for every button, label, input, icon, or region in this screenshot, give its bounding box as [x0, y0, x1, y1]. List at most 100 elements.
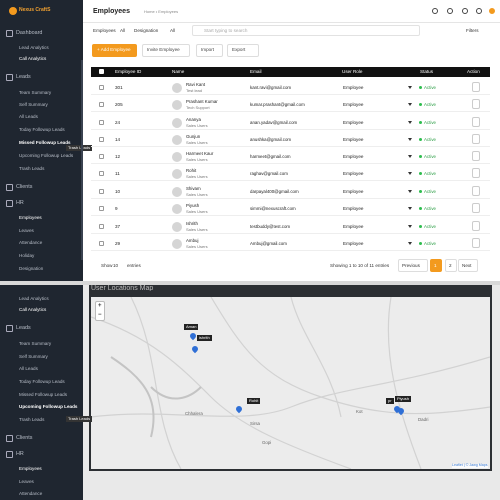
action-button[interactable] — [472, 203, 480, 213]
menu-item[interactable]: Lead Analytics — [19, 45, 49, 50]
menu-section[interactable]: Clients — [16, 435, 33, 441]
menu-item[interactable]: Leaves — [19, 479, 34, 484]
header-icon[interactable] — [432, 8, 438, 14]
menu-section[interactable]: HR — [16, 451, 24, 457]
cell-email: anan.yadav@gmail.com — [250, 120, 298, 125]
menu-item[interactable]: Today Followup Leads — [19, 379, 65, 384]
menu-item[interactable]: Call Analytics — [19, 56, 47, 61]
cell-role[interactable]: Employee — [343, 206, 364, 211]
cell-role[interactable]: Employee — [343, 224, 364, 229]
menu-item[interactable]: Self Summary — [19, 102, 48, 107]
checkbox[interactable] — [99, 120, 104, 125]
checkbox[interactable] — [99, 85, 104, 90]
cell-role[interactable]: Employee — [343, 120, 364, 125]
cell-role[interactable]: Employee — [343, 154, 364, 159]
menu-item[interactable]: Today Followup Leads — [19, 127, 65, 132]
checkbox[interactable] — [99, 206, 104, 211]
cell-role[interactable]: Employee — [343, 171, 364, 176]
checkbox[interactable] — [99, 137, 104, 142]
cell-email: simmi@nexuscraft.com — [250, 206, 296, 211]
menu-item[interactable]: Team Summary — [19, 341, 52, 346]
search-box[interactable] — [192, 25, 420, 36]
zoom-button[interactable]: − — [98, 312, 102, 318]
button[interactable] — [227, 44, 259, 57]
button[interactable] — [92, 44, 137, 57]
menu-item[interactable]: Call Analytics — [19, 307, 47, 312]
action-button[interactable] — [472, 82, 480, 92]
menu-item[interactable]: Upcoming Followup Leads — [19, 404, 78, 409]
menu-item[interactable]: All Leads — [19, 114, 38, 119]
checkbox[interactable] — [99, 102, 104, 107]
zoom-button[interactable]: + — [98, 303, 102, 309]
menu-item[interactable]: Trash Leads — [19, 417, 45, 422]
filter-text[interactable]: Designation — [134, 28, 159, 33]
menu-item[interactable]: Self Summary — [19, 354, 48, 359]
checkbox[interactable] — [99, 189, 104, 194]
cell-designation: Tech Support — [186, 105, 210, 110]
menu-section[interactable]: Clients — [16, 184, 33, 190]
menu-item[interactable]: Upcoming Followup Leads — [19, 153, 74, 158]
action-button[interactable] — [472, 99, 480, 109]
filter-text[interactable]: All — [120, 28, 126, 33]
menu-section[interactable]: Leads — [16, 74, 31, 80]
place-name: Gopi — [262, 440, 272, 445]
page-button[interactable] — [430, 259, 442, 272]
menu-item[interactable]: Team Summary — [19, 90, 52, 95]
checkbox[interactable] — [99, 224, 104, 229]
filters-button[interactable]: Filters — [466, 28, 479, 33]
status-dot — [419, 121, 422, 124]
filter-text[interactable]: All — [170, 28, 176, 33]
menu-item[interactable]: Designation — [19, 266, 44, 271]
menu-item[interactable]: Leaves — [19, 228, 34, 233]
status-dot — [419, 242, 422, 245]
menu-item[interactable]: Lead Analytics — [19, 296, 49, 301]
cell-role[interactable]: Employee — [343, 137, 364, 142]
menu-section[interactable]: HR — [16, 200, 24, 206]
dropdown-arrow — [408, 138, 412, 141]
filter-text[interactable]: Employees — [93, 28, 116, 33]
menu-section[interactable]: Dashboard — [16, 30, 43, 36]
menu-item[interactable]: Missed Followup Leads — [19, 392, 68, 397]
action-button[interactable] — [472, 221, 480, 231]
header-icon[interactable] — [476, 8, 482, 14]
status-dot — [419, 103, 422, 106]
action-button[interactable] — [472, 186, 480, 196]
entries-select[interactable]: 10 — [113, 263, 119, 268]
header-icon[interactable] — [447, 8, 453, 14]
menu-item[interactable]: Missed Followup Leads — [19, 140, 71, 145]
menu-item[interactable]: Attendance — [19, 240, 43, 245]
cell-email: raghav@gmail.com — [250, 171, 288, 176]
action-button[interactable] — [472, 134, 480, 144]
cell-role[interactable]: Employee — [343, 85, 364, 90]
menu-item[interactable]: Holiday — [19, 253, 35, 258]
checkbox[interactable] — [99, 241, 104, 246]
page-button[interactable] — [398, 259, 428, 272]
page-button[interactable] — [458, 259, 478, 272]
action-button[interactable] — [472, 151, 480, 161]
checkbox[interactable] — [99, 171, 104, 176]
map-title: User Locations Map — [91, 285, 154, 291]
menu-item[interactable]: Employees — [19, 215, 42, 220]
action-button[interactable] — [472, 238, 480, 248]
menu-item[interactable]: All Leads — [19, 366, 38, 371]
page-button[interactable] — [445, 259, 457, 272]
action-button[interactable] — [472, 168, 480, 178]
menu-item[interactable]: Attendance — [19, 491, 43, 496]
cell-role[interactable]: Employee — [343, 241, 364, 246]
menu-section[interactable]: Leads — [16, 325, 31, 331]
header-icon[interactable] — [462, 8, 468, 14]
action-button[interactable] — [472, 117, 480, 127]
cell-role[interactable]: Employee — [343, 102, 364, 107]
button[interactable] — [142, 44, 190, 57]
marker-label: Aman — [184, 324, 199, 330]
breadcrumb: Home • Employees — [144, 9, 179, 14]
button[interactable] — [196, 44, 223, 57]
cell-role[interactable]: Employee — [343, 189, 364, 194]
sidebar-scroll — [81, 60, 83, 260]
header-icon[interactable] — [489, 8, 495, 14]
menu-item[interactable]: Employees — [19, 466, 42, 471]
menu-item[interactable]: Trash Leads — [19, 166, 45, 171]
checkbox[interactable] — [99, 154, 104, 159]
logo: Nexus CraftS — [19, 7, 51, 13]
avatar — [172, 222, 182, 232]
